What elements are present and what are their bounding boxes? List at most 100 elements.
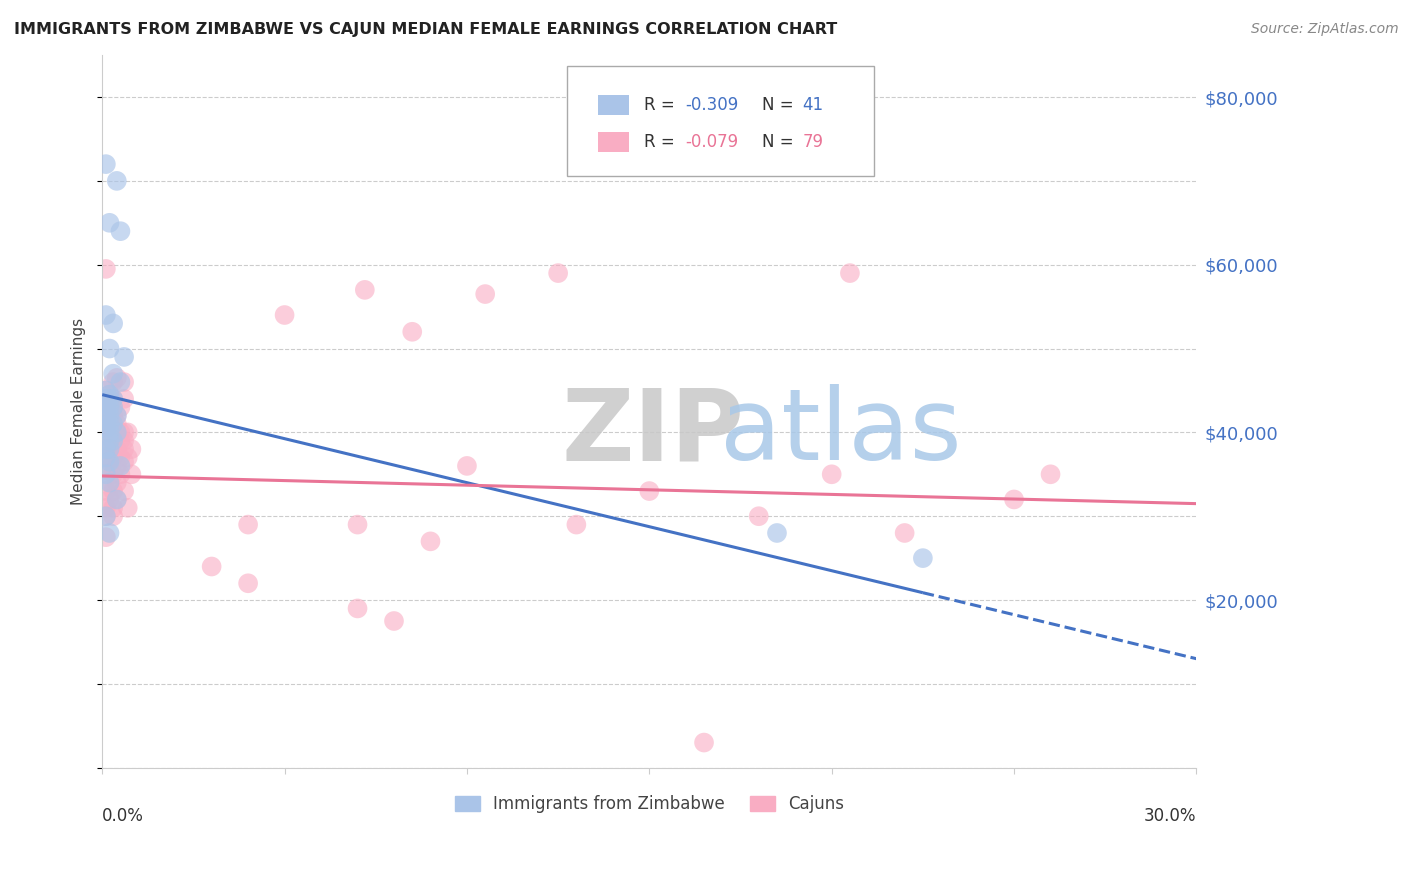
Text: R =: R = bbox=[644, 133, 681, 152]
Point bbox=[474, 287, 496, 301]
Point bbox=[565, 517, 588, 532]
Point bbox=[98, 455, 121, 469]
Point bbox=[110, 467, 132, 482]
Point bbox=[94, 392, 117, 406]
Point bbox=[94, 413, 117, 427]
Text: -0.309: -0.309 bbox=[686, 95, 738, 113]
Y-axis label: Median Female Earnings: Median Female Earnings bbox=[72, 318, 86, 505]
Point bbox=[101, 401, 124, 415]
Point bbox=[94, 463, 117, 477]
Text: 30.0%: 30.0% bbox=[1144, 807, 1197, 825]
FancyBboxPatch shape bbox=[567, 66, 873, 177]
Point bbox=[112, 425, 135, 440]
Point bbox=[94, 530, 117, 544]
Point bbox=[98, 392, 121, 406]
Point bbox=[98, 434, 121, 448]
Point bbox=[94, 384, 117, 398]
Point bbox=[346, 517, 368, 532]
Point bbox=[112, 392, 135, 406]
Point bbox=[120, 442, 142, 457]
Point bbox=[110, 434, 132, 448]
Point bbox=[456, 458, 478, 473]
Point bbox=[101, 484, 124, 499]
Point bbox=[273, 308, 295, 322]
Text: N =: N = bbox=[762, 133, 799, 152]
Text: ZIP: ZIP bbox=[562, 384, 745, 482]
Point bbox=[94, 509, 117, 524]
Point bbox=[101, 500, 124, 515]
Point bbox=[94, 484, 117, 499]
Point bbox=[110, 401, 132, 415]
Text: 79: 79 bbox=[803, 133, 824, 152]
Point bbox=[105, 371, 128, 385]
Point bbox=[112, 434, 135, 448]
Point bbox=[693, 735, 716, 749]
Point bbox=[105, 409, 128, 423]
Point bbox=[101, 409, 124, 423]
Point bbox=[110, 450, 132, 465]
Point bbox=[766, 526, 789, 541]
Point bbox=[105, 458, 128, 473]
Text: atlas: atlas bbox=[720, 384, 962, 482]
Point bbox=[101, 509, 124, 524]
Point bbox=[821, 467, 844, 482]
Point bbox=[353, 283, 375, 297]
Point bbox=[98, 442, 121, 457]
Point bbox=[893, 526, 915, 541]
Point bbox=[98, 387, 121, 401]
Point bbox=[101, 317, 124, 331]
Point bbox=[101, 434, 124, 448]
Point bbox=[419, 534, 441, 549]
Text: R =: R = bbox=[644, 95, 681, 113]
Point bbox=[236, 576, 259, 591]
Point bbox=[94, 404, 117, 418]
Point bbox=[201, 559, 224, 574]
Point bbox=[94, 157, 117, 171]
Point bbox=[748, 509, 770, 524]
Point bbox=[94, 434, 117, 448]
Point bbox=[638, 484, 661, 499]
Point bbox=[112, 484, 135, 499]
Point bbox=[98, 526, 121, 541]
Point bbox=[94, 261, 117, 276]
Text: Source: ZipAtlas.com: Source: ZipAtlas.com bbox=[1251, 22, 1399, 37]
Point bbox=[94, 421, 117, 435]
Point bbox=[1002, 492, 1025, 507]
Point bbox=[98, 387, 121, 401]
Point bbox=[94, 384, 117, 398]
Point bbox=[94, 500, 117, 515]
Point bbox=[94, 413, 117, 427]
Point bbox=[101, 375, 124, 389]
Point bbox=[98, 475, 121, 490]
Point bbox=[98, 401, 121, 415]
Point bbox=[105, 442, 128, 457]
Point bbox=[94, 396, 117, 410]
Point bbox=[101, 417, 124, 431]
Text: -0.079: -0.079 bbox=[686, 133, 738, 152]
Point bbox=[98, 342, 121, 356]
Point bbox=[105, 417, 128, 431]
Point bbox=[911, 551, 934, 566]
Point bbox=[105, 492, 128, 507]
Point bbox=[94, 396, 117, 410]
Point bbox=[101, 392, 124, 406]
Point bbox=[120, 467, 142, 482]
Text: IMMIGRANTS FROM ZIMBABWE VS CAJUN MEDIAN FEMALE EARNINGS CORRELATION CHART: IMMIGRANTS FROM ZIMBABWE VS CAJUN MEDIAN… bbox=[14, 22, 838, 37]
Point bbox=[105, 409, 128, 423]
Point bbox=[98, 417, 121, 431]
Point bbox=[110, 458, 132, 473]
Point bbox=[94, 450, 117, 465]
Point bbox=[98, 216, 121, 230]
Point bbox=[117, 450, 139, 465]
FancyBboxPatch shape bbox=[598, 132, 628, 153]
Point bbox=[98, 442, 121, 457]
Point bbox=[112, 350, 135, 364]
Text: 41: 41 bbox=[803, 95, 824, 113]
Point bbox=[98, 417, 121, 431]
Text: 0.0%: 0.0% bbox=[103, 807, 143, 825]
Point bbox=[547, 266, 569, 280]
Point bbox=[98, 475, 121, 490]
Point bbox=[105, 475, 128, 490]
Point bbox=[94, 442, 117, 457]
Point bbox=[101, 392, 124, 406]
